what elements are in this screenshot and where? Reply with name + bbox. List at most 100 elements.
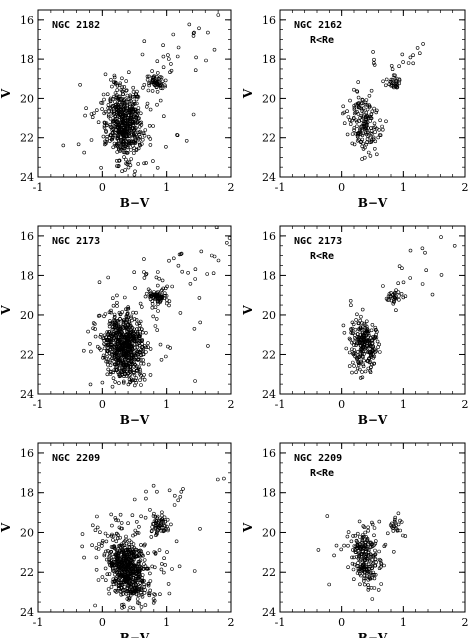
data-point <box>102 120 107 125</box>
data-point <box>125 312 129 317</box>
data-point <box>369 328 374 333</box>
data-point <box>374 110 379 115</box>
data-point <box>147 83 151 88</box>
data-point <box>163 519 168 524</box>
data-point <box>366 562 371 567</box>
data-point <box>372 121 377 126</box>
data-point <box>154 275 159 280</box>
data-point <box>180 269 184 274</box>
data-point <box>109 310 113 315</box>
data-point <box>131 144 135 148</box>
data-point <box>126 521 130 526</box>
data-point <box>94 555 99 560</box>
data-point <box>125 560 129 564</box>
data-point <box>112 118 116 123</box>
y-tick-label: 18 <box>20 53 34 66</box>
data-point <box>375 339 380 344</box>
data-point <box>417 51 422 56</box>
data-point <box>364 564 368 569</box>
data-point <box>371 50 375 54</box>
data-point <box>138 142 142 147</box>
data-point <box>351 352 356 357</box>
x-tick-label: -1 <box>33 181 44 194</box>
data-point <box>357 552 362 557</box>
data-point <box>355 110 359 114</box>
data-point <box>140 344 145 349</box>
data-point <box>129 157 133 161</box>
data-point <box>355 542 360 547</box>
data-point <box>115 137 119 141</box>
data-point <box>143 603 148 607</box>
data-point <box>155 102 159 107</box>
data-point <box>142 591 147 595</box>
data-point <box>144 161 148 165</box>
data-point <box>136 331 140 336</box>
data-point <box>140 305 144 309</box>
data-point <box>97 542 101 546</box>
data-point <box>139 514 143 519</box>
data-point <box>124 157 128 162</box>
data-point <box>384 119 388 124</box>
x-axis-label: B−V <box>120 631 150 638</box>
data-point <box>359 552 364 556</box>
data-point <box>170 284 174 289</box>
x-tick-label: 0 <box>338 181 345 194</box>
data-point <box>122 357 127 362</box>
data-point <box>384 77 389 82</box>
scatter-points <box>340 42 425 161</box>
data-point <box>124 541 129 546</box>
x-tick-label: 1 <box>163 181 170 194</box>
data-point <box>358 140 363 144</box>
data-point <box>340 111 345 116</box>
data-point <box>108 123 113 127</box>
data-point <box>148 373 153 377</box>
data-point <box>342 121 347 125</box>
data-point <box>133 528 138 533</box>
data-point <box>104 359 108 364</box>
data-point <box>178 494 183 499</box>
data-point <box>357 100 361 105</box>
data-point <box>127 141 132 145</box>
data-point <box>123 97 127 101</box>
data-point <box>113 133 117 138</box>
data-point <box>350 340 354 345</box>
data-point <box>360 133 365 138</box>
x-tick-label: 2 <box>228 398 235 411</box>
data-point <box>99 166 103 170</box>
data-point <box>104 549 108 554</box>
data-point <box>124 534 128 539</box>
cmd-panel: -1 0 1 2 16 18 20 22 24 B−V V NGC 2162 R<Re <box>241 9 469 210</box>
data-point <box>132 497 137 502</box>
data-point <box>102 111 106 116</box>
data-point <box>373 130 377 134</box>
data-point <box>121 325 126 330</box>
data-point <box>361 524 366 528</box>
data-point <box>165 284 169 289</box>
panel-title: NGC 2173 <box>294 236 342 247</box>
data-point <box>123 124 128 129</box>
data-point <box>113 144 118 148</box>
data-point <box>158 592 162 597</box>
data-point <box>137 343 142 348</box>
data-point <box>111 545 115 549</box>
data-point <box>148 107 153 112</box>
data-point <box>408 248 413 253</box>
data-point <box>129 355 133 360</box>
data-point <box>105 572 110 577</box>
data-point <box>148 579 153 583</box>
data-point <box>96 578 101 582</box>
data-point <box>397 64 401 68</box>
data-point <box>362 337 367 341</box>
data-point <box>350 118 354 123</box>
data-point <box>137 524 141 529</box>
data-point <box>126 382 131 387</box>
data-point <box>112 124 116 128</box>
data-point <box>124 333 128 338</box>
x-axis-label: B−V <box>358 196 388 210</box>
data-point <box>352 126 357 130</box>
data-point <box>366 329 371 334</box>
data-point <box>95 525 100 530</box>
x-tick-label: -1 <box>275 616 286 629</box>
data-point <box>109 78 113 82</box>
data-point <box>372 361 376 366</box>
